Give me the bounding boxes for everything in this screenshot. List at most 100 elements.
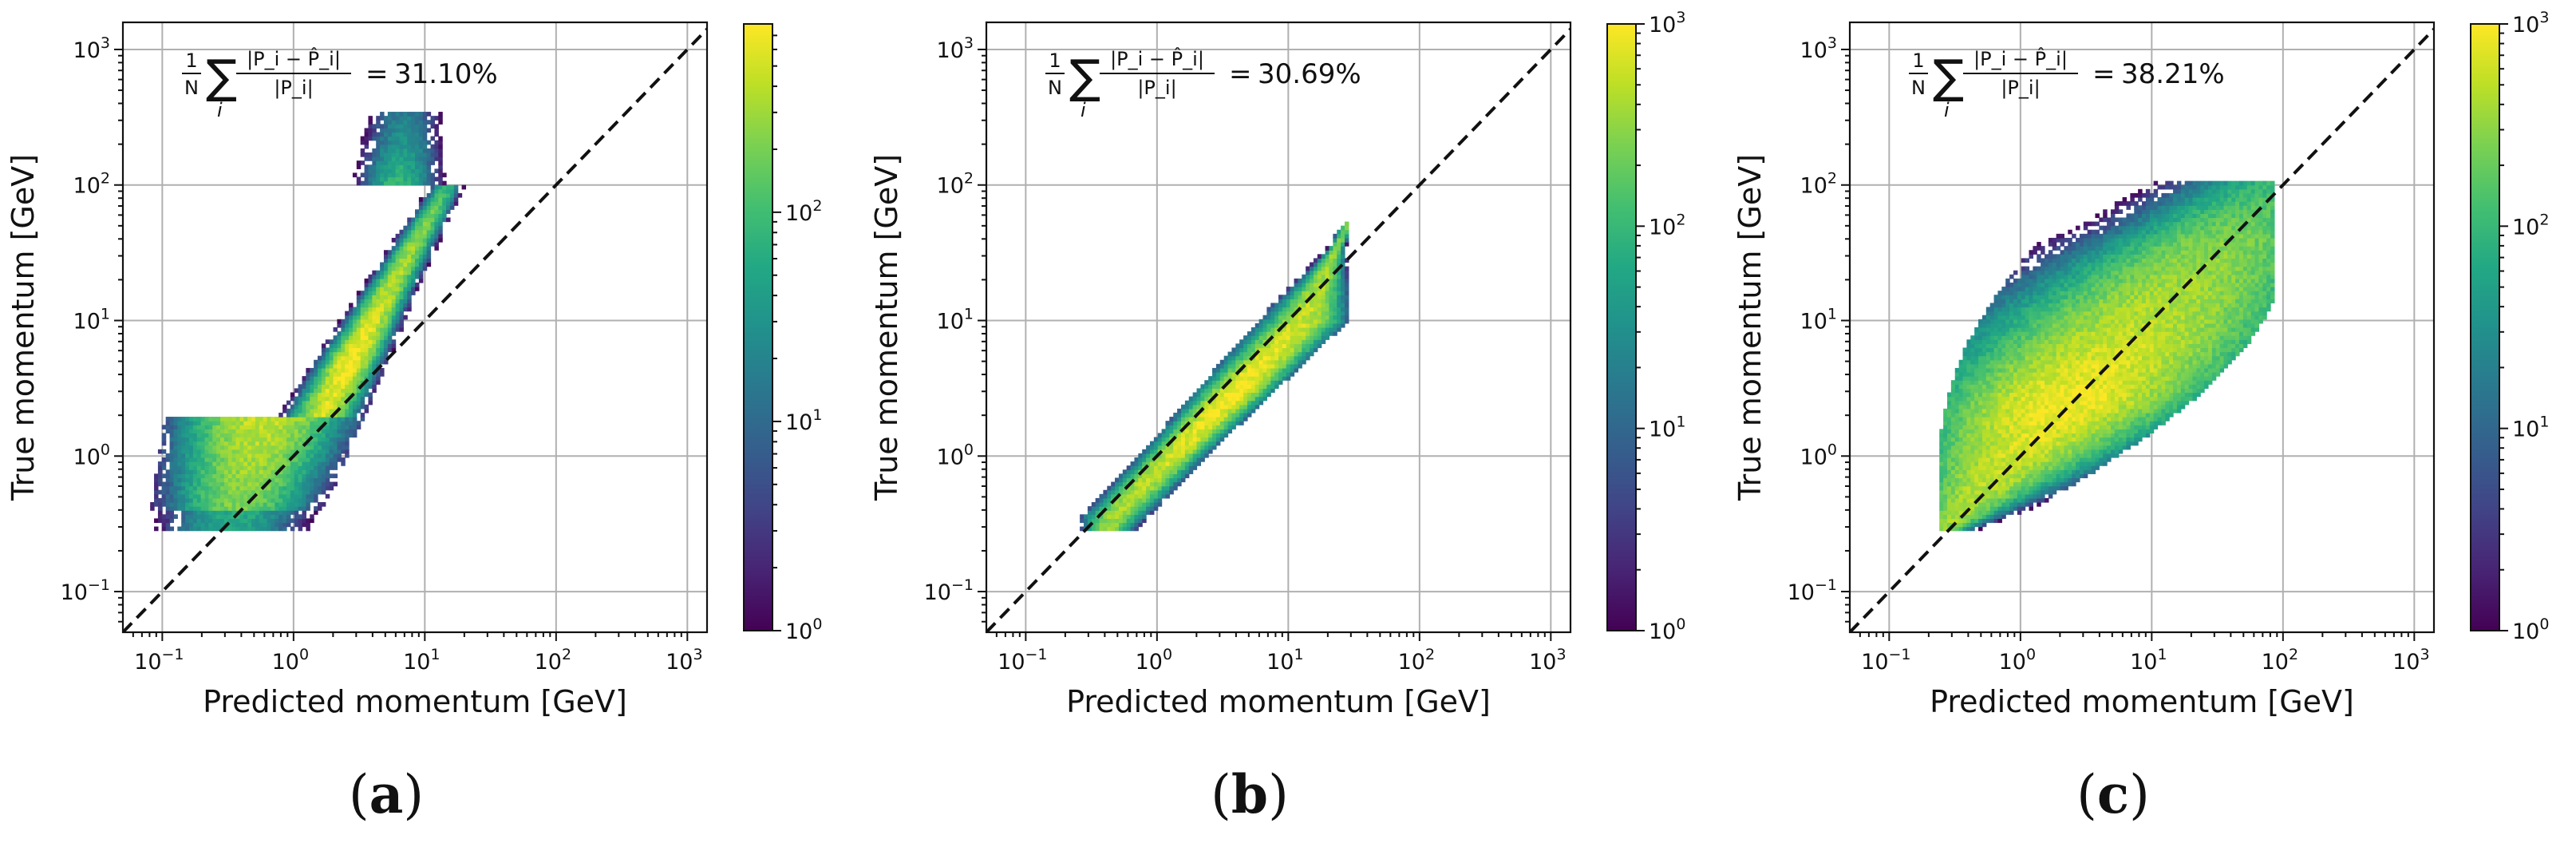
heatmap-cell xyxy=(263,489,268,495)
heatmap-cell xyxy=(376,160,381,165)
heatmap-cell xyxy=(349,303,354,308)
heatmap-cell xyxy=(1274,367,1279,373)
heatmap-cell xyxy=(1270,359,1275,365)
heatmap-cell xyxy=(302,522,306,528)
heatmap-cell xyxy=(2041,449,2045,454)
heatmap-cell xyxy=(1157,461,1163,466)
heatmap-cell xyxy=(1169,465,1174,470)
heatmap-cell xyxy=(2068,457,2072,462)
heatmap-cell xyxy=(360,351,365,357)
heatmap-cell xyxy=(364,315,369,320)
heatmap-cell xyxy=(216,485,221,491)
heatmap-cell xyxy=(1215,367,1221,373)
heatmap-cell xyxy=(310,433,314,438)
heatmap-cell xyxy=(196,441,202,446)
heatmap-cell xyxy=(387,327,393,332)
heatmap-cell xyxy=(1939,502,1944,507)
heatmap-cell xyxy=(1142,477,1147,483)
heatmap-cell xyxy=(1298,351,1302,357)
heatmap-cell xyxy=(302,396,306,402)
heatmap-cell xyxy=(2025,461,2030,466)
heatmap-cell xyxy=(345,388,350,394)
heatmap-cell xyxy=(434,140,439,145)
heatmap-cell xyxy=(434,124,439,129)
panel-b: 10−1 100 101 102 10310−1100101102103Predicte… xyxy=(869,9,1685,825)
heatmap-cell xyxy=(364,144,369,149)
heatmap-cell xyxy=(1177,461,1182,466)
heatmap-cell xyxy=(2091,453,2096,458)
heatmap-cell xyxy=(2083,437,2088,442)
heatmap-cell xyxy=(337,445,342,450)
heatmap-cell xyxy=(383,311,389,316)
heatmap-cell xyxy=(1231,400,1236,406)
heatmap-cell xyxy=(1212,412,1217,418)
heatmap-cell xyxy=(282,497,287,503)
heatmap-cell xyxy=(2052,449,2057,454)
heatmap-cell xyxy=(318,469,322,474)
heatmap-cell xyxy=(1208,449,1213,454)
heatmap-cell xyxy=(216,425,221,429)
heatmap-cell xyxy=(2118,421,2124,425)
heatmap-cell xyxy=(267,481,272,487)
heatmap-cell xyxy=(1118,514,1124,519)
heatmap-cell xyxy=(1943,473,1948,479)
heatmap-cell xyxy=(356,160,362,165)
heatmap-cell xyxy=(337,331,342,336)
heatmap-cell xyxy=(251,526,256,532)
heatmap-cell xyxy=(349,359,354,365)
heatmap-cell xyxy=(1966,461,1971,466)
heatmap-cell xyxy=(325,392,330,398)
heatmap-cell xyxy=(1974,445,1979,450)
heatmap-cell xyxy=(2045,485,2049,491)
heatmap-cell xyxy=(411,250,416,255)
heatmap-cell xyxy=(387,278,393,283)
heatmap-cell xyxy=(157,477,163,483)
heatmap-cell xyxy=(325,437,330,442)
heatmap-cell xyxy=(1192,441,1198,446)
heatmap-cell xyxy=(282,453,287,458)
heatmap-cell xyxy=(1298,359,1302,365)
heatmap-cell xyxy=(2001,497,2006,503)
heatmap-cell xyxy=(430,176,435,182)
heatmap-cell xyxy=(165,469,171,474)
heatmap-cell xyxy=(223,477,229,483)
heatmap-cell xyxy=(200,489,206,495)
heatmap-cell xyxy=(2021,489,2026,495)
heatmap-cell xyxy=(1958,465,1964,470)
heatmap-cell xyxy=(1215,433,1221,438)
heatmap-cell xyxy=(1310,327,1314,332)
heatmap-cell xyxy=(383,335,389,340)
heatmap-cell xyxy=(399,266,404,271)
heatmap-cell xyxy=(235,493,240,499)
heatmap-cell xyxy=(1958,518,1964,524)
heatmap-cell xyxy=(298,506,303,511)
heatmap-cell xyxy=(2001,437,2006,442)
heatmap-cell xyxy=(173,493,178,499)
heatmap-cell xyxy=(387,262,393,267)
heatmap-cell xyxy=(263,473,268,479)
heatmap-cell xyxy=(255,449,260,454)
heatmap-cell xyxy=(208,518,213,524)
heatmap-cell xyxy=(1091,506,1096,511)
heatmap-cell xyxy=(399,327,404,332)
heatmap-cell xyxy=(235,453,240,458)
heatmap-cell xyxy=(157,518,163,524)
heatmap-cell xyxy=(399,274,404,279)
heatmap-cell xyxy=(2087,429,2092,434)
heatmap-cell xyxy=(298,514,303,519)
heatmap-cell xyxy=(251,497,256,503)
heatmap-cell xyxy=(1310,323,1314,328)
heatmap-cell xyxy=(239,497,244,503)
heatmap-cell xyxy=(1966,497,1971,503)
heatmap-cell xyxy=(318,404,322,410)
heatmap-cell xyxy=(294,408,299,414)
heatmap-cell xyxy=(298,441,303,446)
heatmap-cell xyxy=(1212,380,1217,385)
heatmap-cell xyxy=(188,489,194,495)
heatmap-cell xyxy=(271,506,275,511)
heatmap-cell xyxy=(1344,266,1349,271)
heatmap-cell xyxy=(422,176,428,182)
heatmap-cell xyxy=(1231,355,1236,361)
panel-caption: (b) xyxy=(1211,763,1289,825)
heatmap-cell xyxy=(1344,303,1349,308)
